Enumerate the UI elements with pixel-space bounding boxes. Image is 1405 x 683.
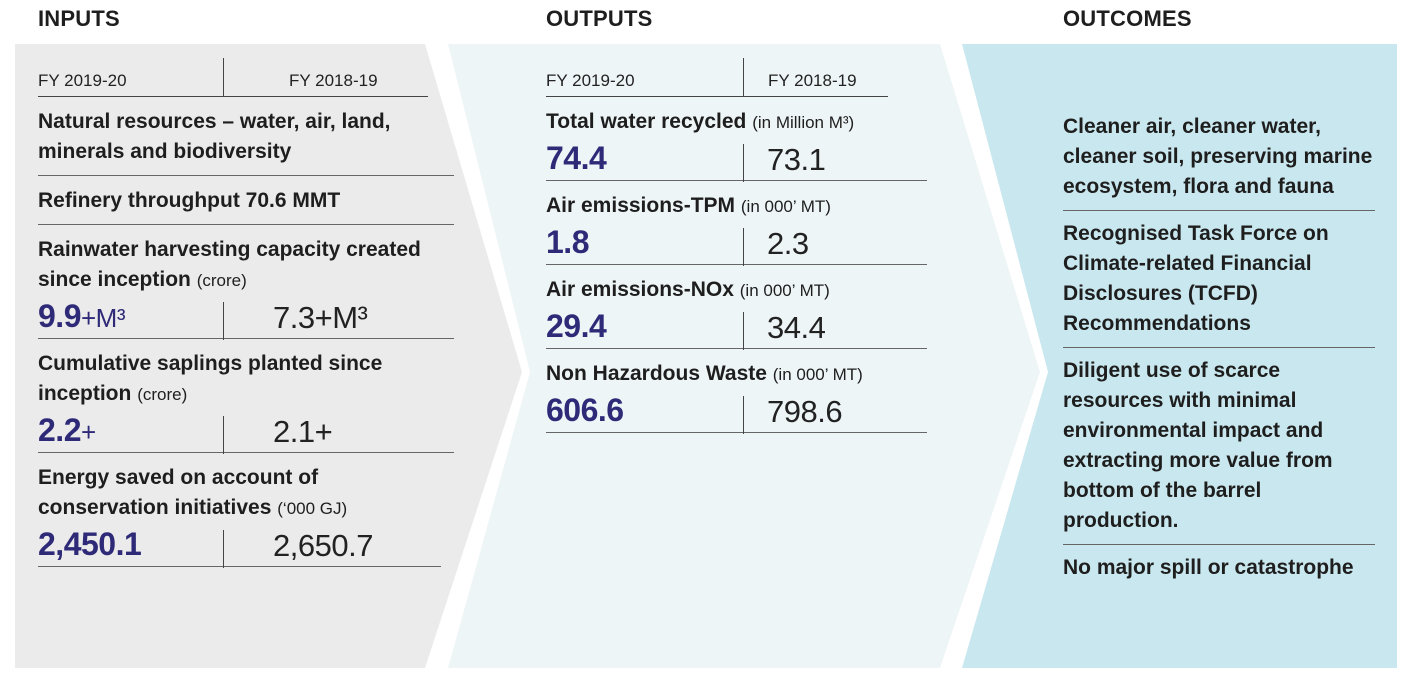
- value-previous: 2.1+: [273, 414, 333, 449]
- output-title-text: Air emissions-TPM: [546, 194, 736, 217]
- inputs-panel: FY 2019-20 FY 2018-19 Natural resources …: [38, 44, 454, 568]
- input-item-natural-resources: Natural resources – water, air, land, mi…: [38, 97, 454, 176]
- input-values: 2,450.1 2,650.7: [38, 524, 441, 568]
- output-unit: (in 000’ MT): [772, 365, 863, 384]
- fy-current-label: FY 2019-20: [38, 71, 127, 90]
- output-title-text: Air emissions-NOx: [546, 278, 734, 301]
- value-divider: [743, 312, 744, 350]
- value-divider: [223, 302, 224, 340]
- input-unit: (crore): [137, 385, 188, 404]
- input-title-text: Cumulative saplings planted since incept…: [38, 352, 383, 405]
- outcome-item-cleaner-environment: Cleaner air, cleaner water, cleaner soil…: [1063, 104, 1375, 211]
- output-values: 606.6 798.6: [546, 390, 927, 434]
- outcomes-chevron: [962, 44, 1397, 668]
- value-divider: [223, 416, 224, 454]
- input-title-text: Rainwater harvesting capacity created si…: [38, 238, 421, 291]
- output-title-text: Non Hazardous Waste: [546, 362, 767, 385]
- input-title: Rainwater harvesting capacity created si…: [38, 235, 454, 296]
- inputs-chevron: [15, 44, 522, 668]
- output-unit: (in 000’ MT): [739, 281, 830, 300]
- value-current: 74.4: [546, 140, 607, 176]
- outcome-item-no-spill: No major spill or catastrophe: [1063, 556, 1354, 579]
- outcome-item-tcfd: Recognised Task Force on Climate-related…: [1063, 211, 1375, 348]
- output-title-text: Total water recycled: [546, 110, 747, 133]
- inputs-heading: INPUTS: [38, 6, 120, 31]
- value-divider: [743, 144, 744, 182]
- output-title: Non Hazardous Waste (in 000’ MT): [546, 359, 927, 390]
- input-values: 2.2+ 2.1+: [38, 410, 454, 454]
- output-item-air-tpm: Air emissions-TPM (in 000’ MT) 1.8 2.3: [546, 181, 927, 266]
- fy-divider: [223, 58, 224, 96]
- value-current: 606.6: [546, 392, 624, 428]
- output-title: Air emissions-NOx (in 000’ MT): [546, 275, 927, 306]
- input-title: Natural resources – water, air, land, mi…: [38, 110, 391, 163]
- output-item-non-hazardous-waste: Non Hazardous Waste (in 000’ MT) 606.6 7…: [546, 349, 927, 434]
- input-unit: (crore): [196, 271, 247, 290]
- input-title: Refinery throughput 70.6 MMT: [38, 189, 341, 212]
- value-current: 29.4: [546, 308, 607, 344]
- output-values: 74.4 73.1: [546, 138, 927, 182]
- value-previous: 34.4: [767, 310, 826, 345]
- inputs-fy-header: FY 2019-20 FY 2018-19: [38, 44, 428, 97]
- value-divider: [223, 530, 224, 568]
- input-unit: (‘000 GJ): [277, 499, 348, 518]
- outputs-panel: FY 2019-20 FY 2018-19 Total water recycl…: [546, 44, 927, 434]
- value-divider: [743, 228, 744, 266]
- value-current: 2.2+: [38, 412, 96, 448]
- input-item-refinery-throughput: Refinery throughput 70.6 MMT: [38, 176, 454, 225]
- value-current: 2,450.1: [38, 526, 142, 562]
- output-values: 29.4 34.4: [546, 306, 927, 350]
- value-previous: 2.3: [767, 226, 809, 261]
- input-values: 9.9+M³ 7.3+M³: [38, 296, 454, 340]
- output-unit: (in Million M³): [752, 113, 855, 132]
- input-item-rainwater: Rainwater harvesting capacity created si…: [38, 225, 454, 340]
- fy-previous-label: FY 2018-19: [289, 71, 378, 90]
- output-unit: (in 000’ MT): [740, 197, 831, 216]
- outcomes-panel: Cleaner air, cleaner water, cleaner soil…: [1063, 104, 1375, 591]
- value-current: 1.8: [546, 224, 589, 260]
- input-title: Energy saved on account of conservation …: [38, 463, 441, 524]
- input-title-text: Energy saved on account of conservation …: [38, 466, 319, 519]
- output-title: Total water recycled (in Million M³): [546, 107, 927, 138]
- value-previous: 7.3+M³: [273, 300, 368, 335]
- outputs-chevron: [448, 44, 1040, 668]
- value-previous: 2,650.7: [273, 528, 373, 563]
- value-previous: 73.1: [767, 142, 826, 177]
- fy-current-label: FY 2019-20: [546, 71, 635, 90]
- fy-previous-label: FY 2018-19: [768, 71, 857, 90]
- output-item-air-nox: Air emissions-NOx (in 000’ MT) 29.4 34.4: [546, 265, 927, 350]
- output-item-water-recycled: Total water recycled (in Million M³) 74.…: [546, 97, 927, 182]
- input-item-energy-saved: Energy saved on account of conservation …: [38, 453, 441, 568]
- output-title: Air emissions-TPM (in 000’ MT): [546, 191, 927, 222]
- value-previous: 798.6: [767, 394, 843, 429]
- output-values: 1.8 2.3: [546, 222, 927, 266]
- outputs-fy-header: FY 2019-20 FY 2018-19: [546, 44, 888, 97]
- value-current: 9.9+M³: [38, 298, 125, 334]
- input-item-saplings: Cumulative saplings planted since incept…: [38, 339, 454, 454]
- fy-divider: [743, 58, 744, 96]
- outputs-heading: OUTPUTS: [546, 6, 653, 31]
- value-divider: [743, 396, 744, 434]
- outcome-item-diligent-use: Diligent use of scarce resources with mi…: [1063, 348, 1375, 545]
- outcomes-heading: OUTCOMES: [1063, 6, 1192, 31]
- input-title: Cumulative saplings planted since incept…: [38, 349, 454, 410]
